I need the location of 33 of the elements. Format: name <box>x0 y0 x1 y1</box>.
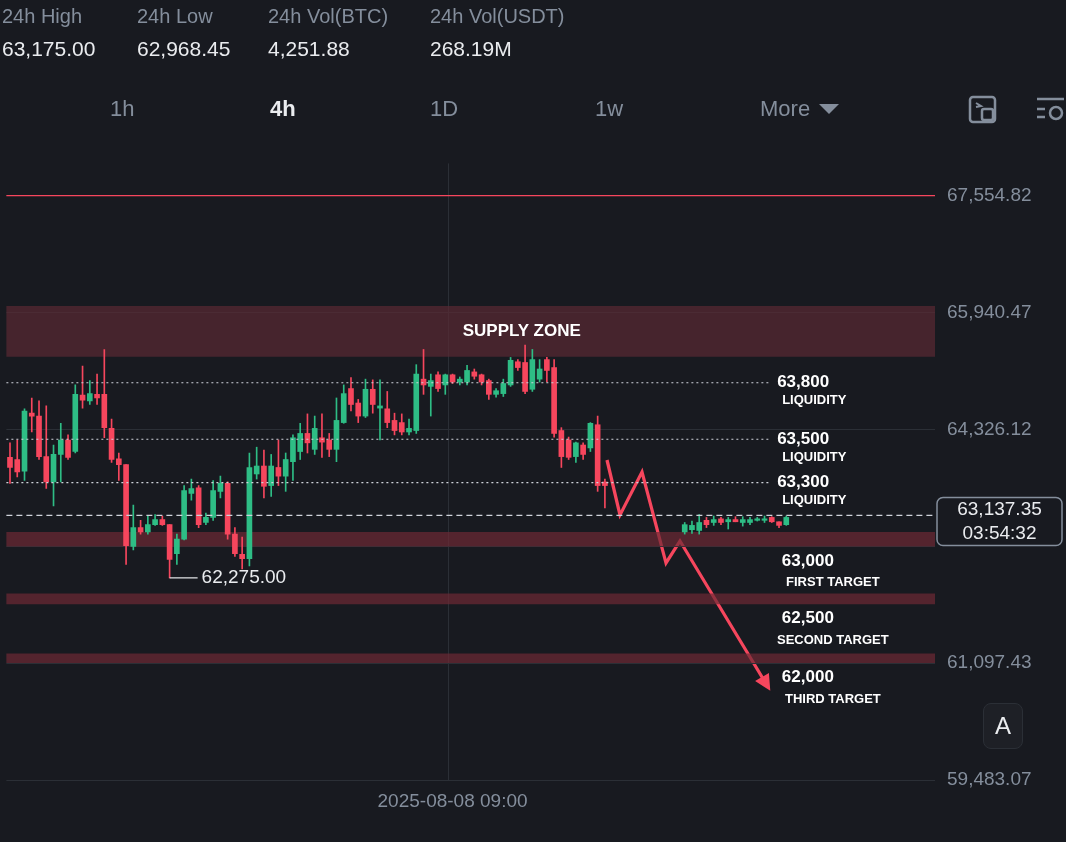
text: More <box>760 96 811 122</box>
y-tick-label: 64,326.12 <box>947 417 1032 439</box>
text: 268.19M <box>430 37 512 61</box>
ref-line-label: 63,800 LIQUIDITY <box>777 372 847 408</box>
band-label: 63,000 FIRST TARGET <box>781 550 880 590</box>
text: 1h <box>110 96 135 122</box>
band-label: 62,500 SECOND TARGET <box>776 608 889 648</box>
band-label: SUPPLY ZONE <box>462 321 581 341</box>
y-tick-label: 67,554.82 <box>947 183 1032 205</box>
y-tick-label: 59,483.07 <box>947 768 1032 790</box>
text: 4h <box>270 96 296 122</box>
text: 63,175.00 <box>2 37 96 61</box>
x-tick-label: 2025-08-08 09:00 <box>377 789 528 811</box>
text: 62,968.45 <box>137 37 231 61</box>
y-tick-label: 61,097.43 <box>947 651 1032 673</box>
text: 4,251.88 <box>268 37 350 61</box>
y-tick-label: 65,940.47 <box>947 300 1032 322</box>
text: 24h Vol(BTC) <box>268 5 389 28</box>
ref-line-label: 63,300 LIQUIDITY <box>777 472 847 508</box>
text: A <box>983 703 1024 749</box>
text: 24h Low <box>137 5 213 28</box>
ref-line-label: 63,137.35 03:54:32 <box>957 497 1042 543</box>
band-label: 62,000 THIRD TARGET <box>781 667 881 707</box>
candlestick <box>239 536 245 570</box>
text: 24h Vol(USDT) <box>430 5 565 28</box>
text: 1D <box>430 96 459 122</box>
candlestick <box>725 517 732 530</box>
text: 1w <box>595 96 624 122</box>
ref-line-label: 63,500 LIQUIDITY <box>777 428 847 464</box>
candlestick <box>28 397 35 433</box>
candlestick <box>427 373 434 417</box>
text: 24h High <box>2 5 83 28</box>
annotation: 62,275.00 <box>201 566 287 588</box>
